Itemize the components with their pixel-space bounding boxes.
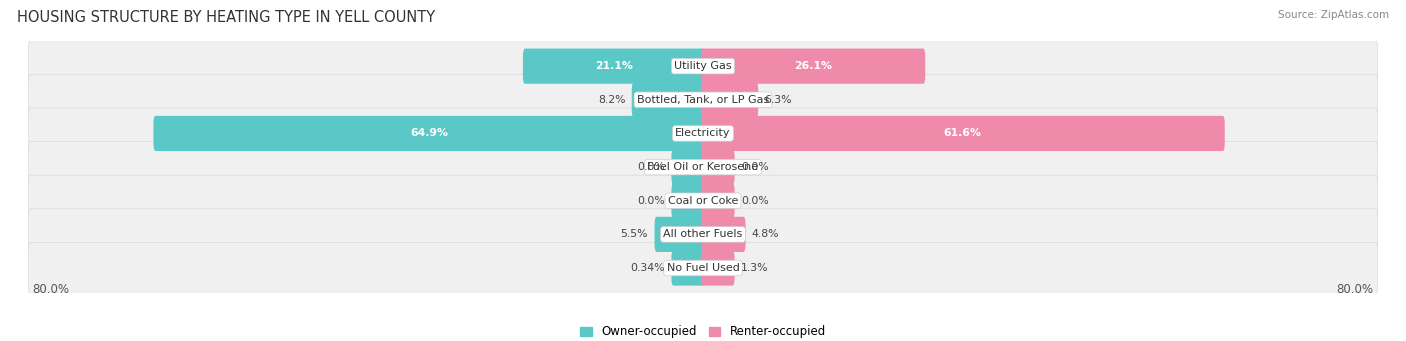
Text: Bottled, Tank, or LP Gas: Bottled, Tank, or LP Gas — [637, 95, 769, 105]
FancyBboxPatch shape — [702, 217, 745, 252]
FancyBboxPatch shape — [702, 82, 758, 117]
Text: 6.3%: 6.3% — [765, 95, 792, 105]
Text: All other Fuels: All other Fuels — [664, 229, 742, 239]
FancyBboxPatch shape — [702, 149, 734, 185]
Text: Fuel Oil or Kerosene: Fuel Oil or Kerosene — [647, 162, 759, 172]
Text: Coal or Coke: Coal or Coke — [668, 196, 738, 206]
Text: No Fuel Used: No Fuel Used — [666, 263, 740, 273]
FancyBboxPatch shape — [28, 108, 1378, 159]
Text: 0.0%: 0.0% — [637, 196, 665, 206]
FancyBboxPatch shape — [702, 250, 734, 286]
Text: 0.34%: 0.34% — [630, 263, 665, 273]
FancyBboxPatch shape — [702, 116, 1225, 151]
FancyBboxPatch shape — [672, 149, 704, 185]
FancyBboxPatch shape — [702, 183, 734, 218]
Text: 5.5%: 5.5% — [620, 229, 648, 239]
FancyBboxPatch shape — [655, 217, 704, 252]
Text: 0.0%: 0.0% — [741, 196, 769, 206]
Text: Source: ZipAtlas.com: Source: ZipAtlas.com — [1278, 10, 1389, 20]
FancyBboxPatch shape — [672, 250, 704, 286]
Text: 0.0%: 0.0% — [637, 162, 665, 172]
Text: Utility Gas: Utility Gas — [675, 61, 731, 71]
Text: 0.0%: 0.0% — [741, 162, 769, 172]
Text: 26.1%: 26.1% — [794, 61, 832, 71]
FancyBboxPatch shape — [28, 242, 1378, 294]
FancyBboxPatch shape — [28, 41, 1378, 92]
FancyBboxPatch shape — [28, 209, 1378, 260]
FancyBboxPatch shape — [631, 82, 704, 117]
Text: 1.3%: 1.3% — [741, 263, 769, 273]
Text: 80.0%: 80.0% — [32, 283, 69, 296]
FancyBboxPatch shape — [28, 175, 1378, 226]
Text: Electricity: Electricity — [675, 129, 731, 138]
FancyBboxPatch shape — [28, 142, 1378, 193]
Text: 61.6%: 61.6% — [943, 129, 981, 138]
Text: 4.8%: 4.8% — [752, 229, 779, 239]
Text: 21.1%: 21.1% — [595, 61, 633, 71]
FancyBboxPatch shape — [672, 183, 704, 218]
FancyBboxPatch shape — [28, 74, 1378, 125]
FancyBboxPatch shape — [153, 116, 704, 151]
FancyBboxPatch shape — [702, 48, 925, 84]
Text: 8.2%: 8.2% — [598, 95, 626, 105]
Legend: Owner-occupied, Renter-occupied: Owner-occupied, Renter-occupied — [575, 321, 831, 341]
FancyBboxPatch shape — [523, 48, 704, 84]
Text: 64.9%: 64.9% — [411, 129, 449, 138]
Text: 80.0%: 80.0% — [1337, 283, 1374, 296]
Text: HOUSING STRUCTURE BY HEATING TYPE IN YELL COUNTY: HOUSING STRUCTURE BY HEATING TYPE IN YEL… — [17, 10, 434, 25]
